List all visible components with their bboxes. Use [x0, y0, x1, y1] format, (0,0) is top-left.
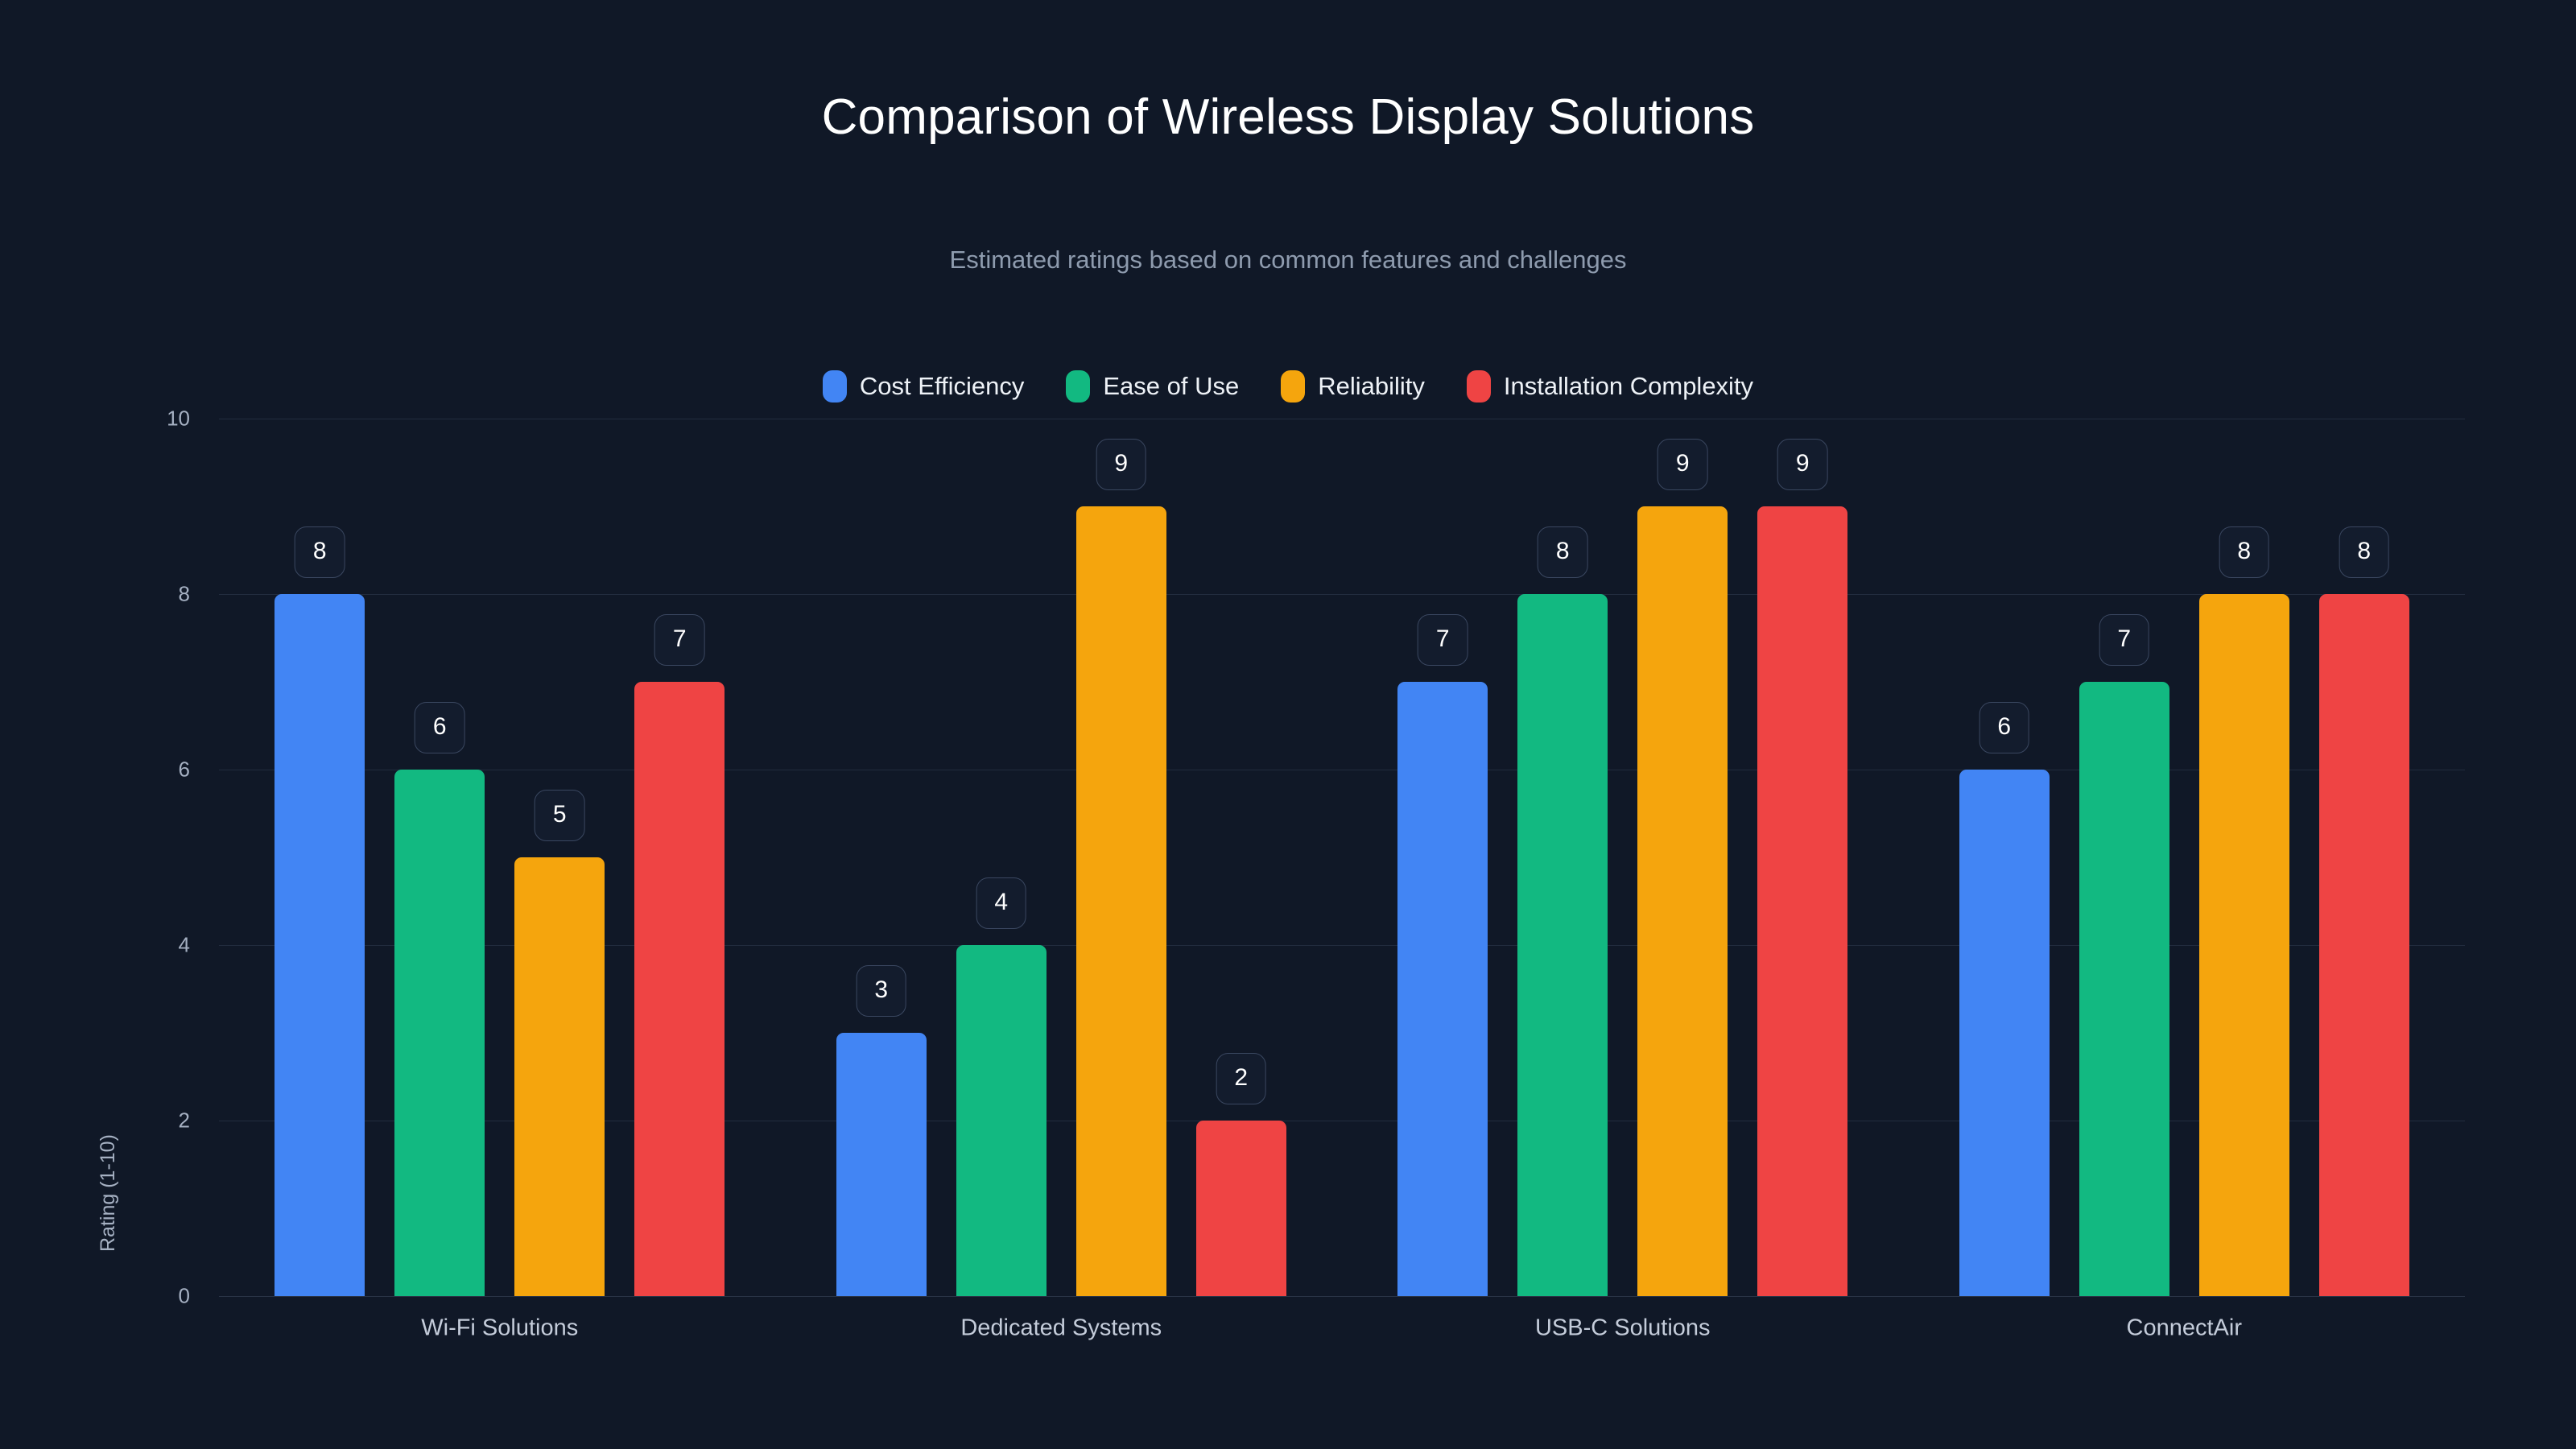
- legend-swatch-icon: [1466, 370, 1491, 402]
- y-axis-title: Rating (1-10): [97, 1134, 119, 1252]
- bar[interactable]: [1757, 506, 1848, 1296]
- bar-value-label: 7: [654, 614, 705, 666]
- legend-label: Cost Efficiency: [859, 372, 1025, 400]
- legend-item[interactable]: Ease of Use: [1066, 370, 1239, 402]
- y-axis-tick-label: 6: [178, 757, 190, 782]
- bar-value-label: 7: [2099, 614, 2150, 666]
- x-axis-tick-label: Dedicated Systems: [960, 1315, 1162, 1341]
- y-axis-tick-label: 0: [178, 1283, 190, 1308]
- legend-label: Installation Complexity: [1503, 372, 1754, 400]
- chart-legend: Cost Efficiency Ease of Use Reliability Ins…: [0, 370, 2576, 402]
- gridline: [219, 945, 2465, 946]
- y-axis-tick-label: 2: [178, 1108, 190, 1133]
- legend-swatch-icon: [822, 370, 847, 402]
- legend-swatch-icon: [1281, 370, 1306, 402]
- y-axis-tick-label: 10: [167, 406, 190, 431]
- y-axis-tick-label: 8: [178, 581, 190, 606]
- bar[interactable]: [1075, 506, 1166, 1296]
- bar-value-label: 6: [1979, 702, 2030, 753]
- bar[interactable]: [2079, 682, 2169, 1296]
- bar[interactable]: [514, 857, 605, 1296]
- gridline: [219, 1296, 2465, 1297]
- legend-swatch-icon: [1066, 370, 1091, 402]
- legend-item[interactable]: Reliability: [1281, 370, 1425, 402]
- bar[interactable]: [1959, 770, 2050, 1296]
- bar[interactable]: [1195, 1121, 1286, 1296]
- bar[interactable]: [1517, 594, 1608, 1296]
- legend-item[interactable]: Cost Efficiency: [822, 370, 1025, 402]
- bar-value-label: 6: [414, 702, 465, 753]
- y-axis: Rating (1-10) 0 2 4 6 8 10: [0, 407, 219, 1308]
- legend-item[interactable]: Installation Complexity: [1466, 370, 1754, 402]
- bar[interactable]: [1397, 682, 1488, 1296]
- gridline: [219, 594, 2465, 595]
- bar-value-label: 2: [1216, 1053, 1267, 1104]
- bar-value-label: 9: [1096, 439, 1147, 490]
- chart-title: Comparison of Wireless Display Solutions: [821, 89, 1755, 145]
- bar-value-label: 8: [1537, 526, 1588, 578]
- bar-value-label: 9: [1657, 439, 1708, 490]
- bar-value-label: 7: [1417, 614, 1468, 666]
- bar[interactable]: [1637, 506, 1728, 1296]
- bar[interactable]: [2318, 594, 2409, 1296]
- bar[interactable]: [634, 682, 725, 1296]
- x-axis-tick-label: USB-C Solutions: [1534, 1315, 1711, 1341]
- x-axis-tick-label: ConnectAir: [2126, 1315, 2242, 1341]
- bar-value-label: 5: [534, 790, 585, 841]
- bar-value-label: 8: [2339, 526, 2390, 578]
- bar-value-label: 4: [976, 877, 1027, 929]
- bar-value-label: 3: [856, 965, 907, 1017]
- legend-label: Ease of Use: [1103, 372, 1240, 400]
- bar[interactable]: [2198, 594, 2289, 1296]
- bar[interactable]: [394, 770, 485, 1296]
- bar[interactable]: [836, 1033, 927, 1296]
- plot-area: 8 6 5 7 3 4 9 2 7 8 9 9 6 7 8 8: [219, 419, 2465, 1297]
- bar-value-label: 8: [2219, 526, 2270, 578]
- bar[interactable]: [275, 594, 365, 1296]
- bar-value-label: 9: [1777, 439, 1828, 490]
- bar[interactable]: [956, 945, 1046, 1296]
- chart-subtitle: Estimated ratings based on common featur…: [949, 246, 1627, 274]
- y-axis-tick-label: 4: [178, 932, 190, 957]
- legend-label: Reliability: [1318, 372, 1425, 400]
- bar-value-label: 8: [294, 526, 345, 578]
- x-axis-tick-label: Wi-Fi Solutions: [421, 1315, 579, 1341]
